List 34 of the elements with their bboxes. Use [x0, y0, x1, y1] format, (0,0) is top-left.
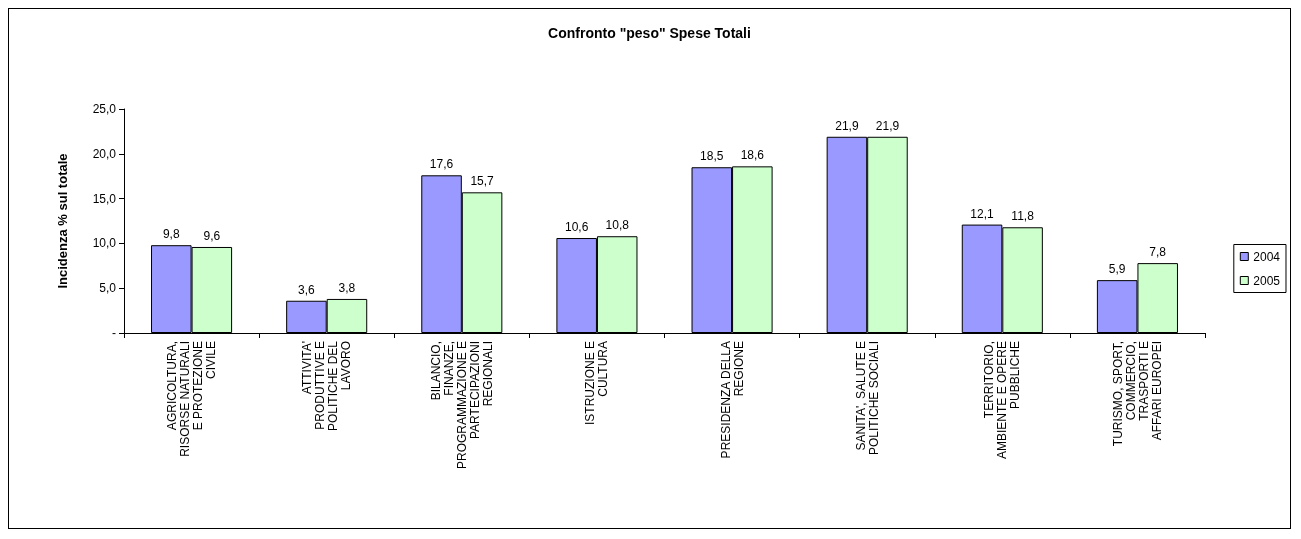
data-label: 10,6 — [564, 220, 589, 235]
data-label: 3,6 — [298, 282, 316, 297]
y-tick-label: 10,0 — [92, 236, 117, 251]
y-tick-label: - — [112, 326, 116, 340]
data-label: 7,8 — [1149, 245, 1167, 260]
x-tick-label: ISTRUZIONE E CULTURA — [583, 341, 611, 426]
legend-label: 2004 — [1253, 249, 1281, 264]
x-tick-label: SANITA', SALUTE E POLITICHE SOCIALI — [853, 341, 881, 456]
data-label: 5,9 — [1108, 262, 1126, 277]
legend-label: 2005 — [1253, 273, 1281, 288]
y-axis-title: Incidenza % sul totale — [55, 153, 70, 289]
data-label: 12,1 — [970, 206, 995, 221]
y-tick-label: 5,0 — [99, 281, 117, 296]
data-label: 3,8 — [338, 280, 356, 295]
x-tick-label: ATTIVITA' PRODUTTIVE E POLITICHE DEL LAVORO — [300, 340, 354, 432]
data-label: 9,8 — [162, 227, 180, 242]
y-tick-label: 20,0 — [92, 146, 117, 161]
x-tick-label: TURISMO, SPORT, COMMERCIO, TRASPORTI E AFFARI EUROPEI — [1110, 341, 1164, 447]
data-label: 21,9 — [835, 118, 859, 133]
x-tick-label: PRESIDENZA DELLA REGIONE — [718, 341, 746, 459]
data-label: 11,8 — [1011, 209, 1035, 224]
data-label: 15,7 — [470, 174, 495, 189]
x-tick-label: AGRICOLTURA, RISORSE NATURALI E PROTEZIONE CIVILE — [165, 341, 219, 457]
data-label: 21,9 — [875, 118, 900, 133]
data-label: 18,5 — [700, 149, 724, 164]
data-label: 18,6 — [740, 148, 765, 163]
x-tick-label: TERRITORIO, AMBIENTE E OPERE PUBBLICHE — [982, 341, 1023, 460]
data-label: 9,6 — [203, 228, 221, 243]
chart-title: Confronto "peso" Spese Totali — [548, 25, 751, 41]
y-tick-label: 25,0 — [92, 102, 117, 116]
data-label: 10,8 — [605, 218, 630, 233]
data-label: 17,6 — [429, 157, 454, 172]
x-tick-label: BILANCIO, FINANZE, PROGRAMMAZIONE E PARTECIPAZIONI REGIONALI — [428, 341, 495, 470]
y-tick-label: 15,0 — [92, 191, 117, 206]
